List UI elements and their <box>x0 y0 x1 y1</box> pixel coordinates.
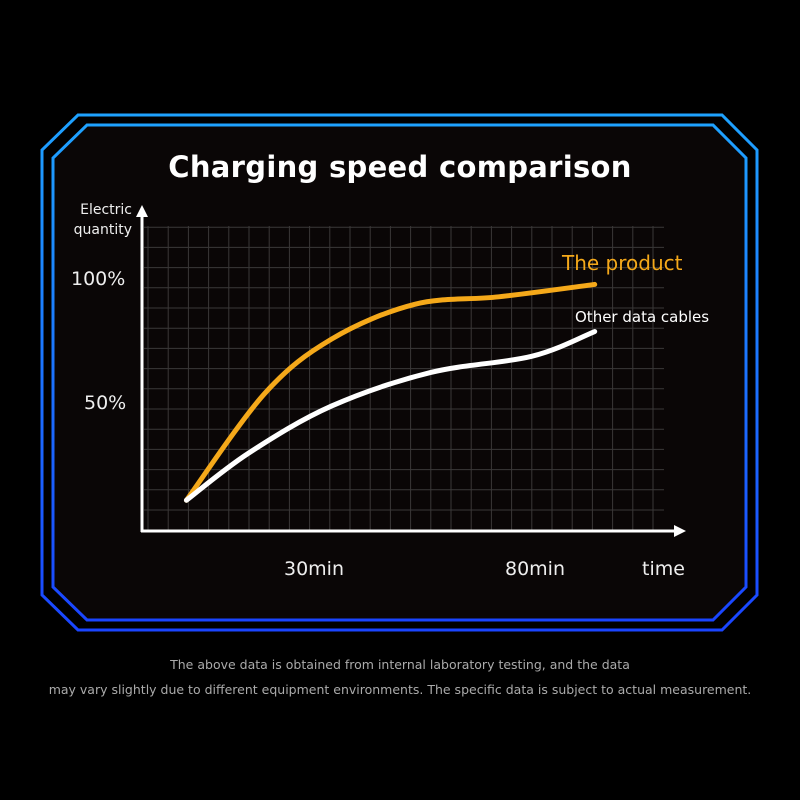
x-tick-80: 80min <box>505 558 566 580</box>
chart-title: Charging speed comparison <box>168 150 632 184</box>
legend-product: The product <box>562 251 683 275</box>
footnote-line-1: The above data is obtained from internal… <box>170 657 630 672</box>
grid <box>144 226 664 530</box>
y-tick-100: 100% <box>71 268 126 290</box>
frame-outer <box>40 113 759 632</box>
x-axis-arrow <box>674 525 686 537</box>
x-tick-30: 30min <box>284 558 345 580</box>
series-line-product <box>183 281 598 503</box>
x-axis-label: time <box>642 558 685 580</box>
series-line-other-cables <box>183 329 598 503</box>
y-axis-arrow <box>136 205 148 217</box>
footnote: The above data is obtained from internal… <box>0 652 800 702</box>
axes <box>136 205 686 537</box>
y-axis-label: Electric quantity <box>73 202 132 238</box>
frame-inner <box>51 123 748 622</box>
y-tick-50: 50% <box>84 392 127 414</box>
footnote-line-2: may vary slightly due to different equip… <box>48 682 752 697</box>
legend-other-cables: Other data cables <box>575 308 710 326</box>
